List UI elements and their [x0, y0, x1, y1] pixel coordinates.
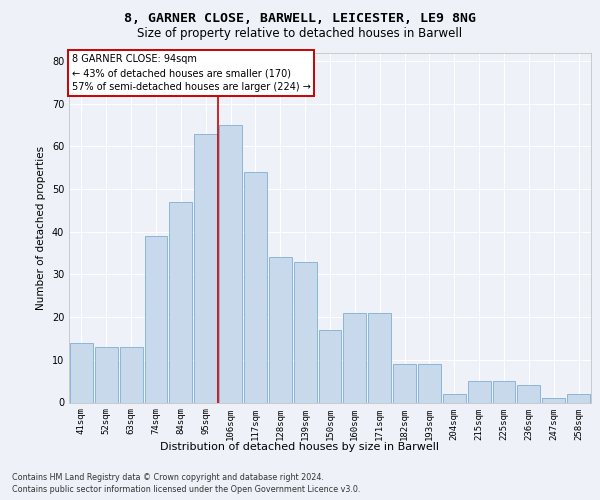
Bar: [294, 262, 317, 402]
Bar: [418, 364, 441, 403]
Bar: [145, 236, 167, 402]
Bar: [567, 394, 590, 402]
Text: Contains public sector information licensed under the Open Government Licence v3: Contains public sector information licen…: [12, 485, 361, 494]
Bar: [468, 381, 491, 402]
Text: Size of property relative to detached houses in Barwell: Size of property relative to detached ho…: [137, 28, 463, 40]
Bar: [343, 313, 366, 402]
Y-axis label: Number of detached properties: Number of detached properties: [36, 146, 46, 310]
Bar: [493, 381, 515, 402]
Bar: [244, 172, 267, 402]
Bar: [194, 134, 217, 402]
Bar: [368, 313, 391, 402]
Bar: [542, 398, 565, 402]
Bar: [517, 386, 540, 402]
Text: 8 GARNER CLOSE: 94sqm
← 43% of detached houses are smaller (170)
57% of semi-det: 8 GARNER CLOSE: 94sqm ← 43% of detached …: [71, 54, 310, 92]
Bar: [169, 202, 192, 402]
Bar: [269, 258, 292, 402]
Bar: [219, 125, 242, 402]
Bar: [120, 347, 143, 403]
Text: Contains HM Land Registry data © Crown copyright and database right 2024.: Contains HM Land Registry data © Crown c…: [12, 472, 324, 482]
Bar: [95, 347, 118, 403]
Bar: [70, 342, 93, 402]
Text: Distribution of detached houses by size in Barwell: Distribution of detached houses by size …: [161, 442, 439, 452]
Bar: [443, 394, 466, 402]
Bar: [319, 330, 341, 402]
Bar: [393, 364, 416, 403]
Text: 8, GARNER CLOSE, BARWELL, LEICESTER, LE9 8NG: 8, GARNER CLOSE, BARWELL, LEICESTER, LE9…: [124, 12, 476, 26]
